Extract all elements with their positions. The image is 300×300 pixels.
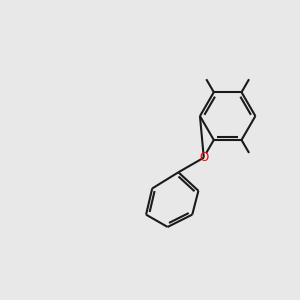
Text: O: O [199,151,208,164]
